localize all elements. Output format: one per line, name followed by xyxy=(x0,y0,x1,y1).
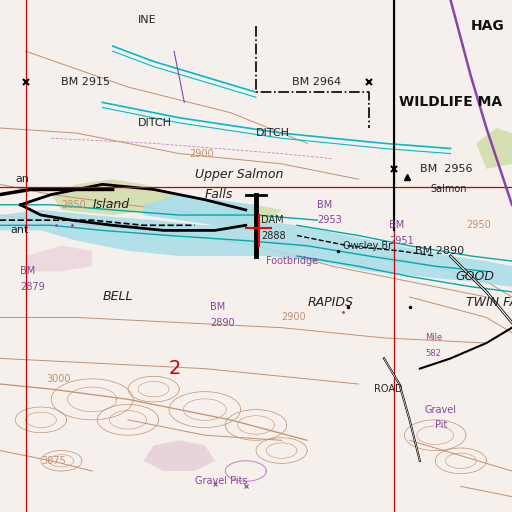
Text: INE: INE xyxy=(138,15,157,26)
Text: Falls: Falls xyxy=(205,188,233,201)
Text: TWIN FA: TWIN FA xyxy=(466,295,512,309)
Text: BM: BM xyxy=(317,200,333,210)
Text: BM: BM xyxy=(389,220,404,230)
Text: BM 2964: BM 2964 xyxy=(292,77,341,87)
Text: BM: BM xyxy=(210,302,225,312)
Text: Gravel Pits: Gravel Pits xyxy=(195,476,247,486)
Text: Salmon: Salmon xyxy=(430,184,466,195)
Text: 2951: 2951 xyxy=(389,236,414,246)
Text: 2900: 2900 xyxy=(282,312,306,323)
Text: BM 2915: BM 2915 xyxy=(61,77,111,87)
Text: 2888: 2888 xyxy=(261,230,286,241)
Text: BELL: BELL xyxy=(102,290,133,304)
Text: ant: ant xyxy=(10,225,29,236)
Text: 3000: 3000 xyxy=(46,374,71,384)
Text: RAPIDS: RAPIDS xyxy=(307,295,353,309)
Text: 3075: 3075 xyxy=(41,456,66,466)
Text: 2953: 2953 xyxy=(317,215,342,225)
Text: 2879: 2879 xyxy=(20,282,45,292)
Text: Owsley Br: Owsley Br xyxy=(343,241,392,251)
Text: DAM: DAM xyxy=(261,215,284,225)
Text: Pit: Pit xyxy=(435,420,447,430)
Text: BM: BM xyxy=(20,266,36,276)
Text: BM 2890: BM 2890 xyxy=(415,246,464,256)
Text: BM  2956: BM 2956 xyxy=(420,164,473,174)
Text: Upper Salmon: Upper Salmon xyxy=(195,167,283,181)
Text: 2890: 2890 xyxy=(210,317,234,328)
Text: DITCH: DITCH xyxy=(138,118,172,128)
Text: Island: Island xyxy=(92,198,130,211)
Text: HAG: HAG xyxy=(471,18,505,33)
Text: an: an xyxy=(15,174,29,184)
Text: 2900: 2900 xyxy=(189,148,214,159)
Text: WILDLIFE MA: WILDLIFE MA xyxy=(399,95,502,110)
Text: 2850: 2850 xyxy=(61,200,86,210)
Text: Mile: Mile xyxy=(425,333,442,343)
Text: Footbridge: Footbridge xyxy=(266,256,318,266)
Text: ROAD: ROAD xyxy=(374,384,402,394)
Text: Gravel: Gravel xyxy=(425,404,457,415)
Text: 2950: 2950 xyxy=(466,220,490,230)
Text: GOOD: GOOD xyxy=(456,270,495,283)
Text: DITCH: DITCH xyxy=(256,128,290,138)
Text: 582: 582 xyxy=(425,349,441,358)
Text: 2: 2 xyxy=(169,359,181,378)
